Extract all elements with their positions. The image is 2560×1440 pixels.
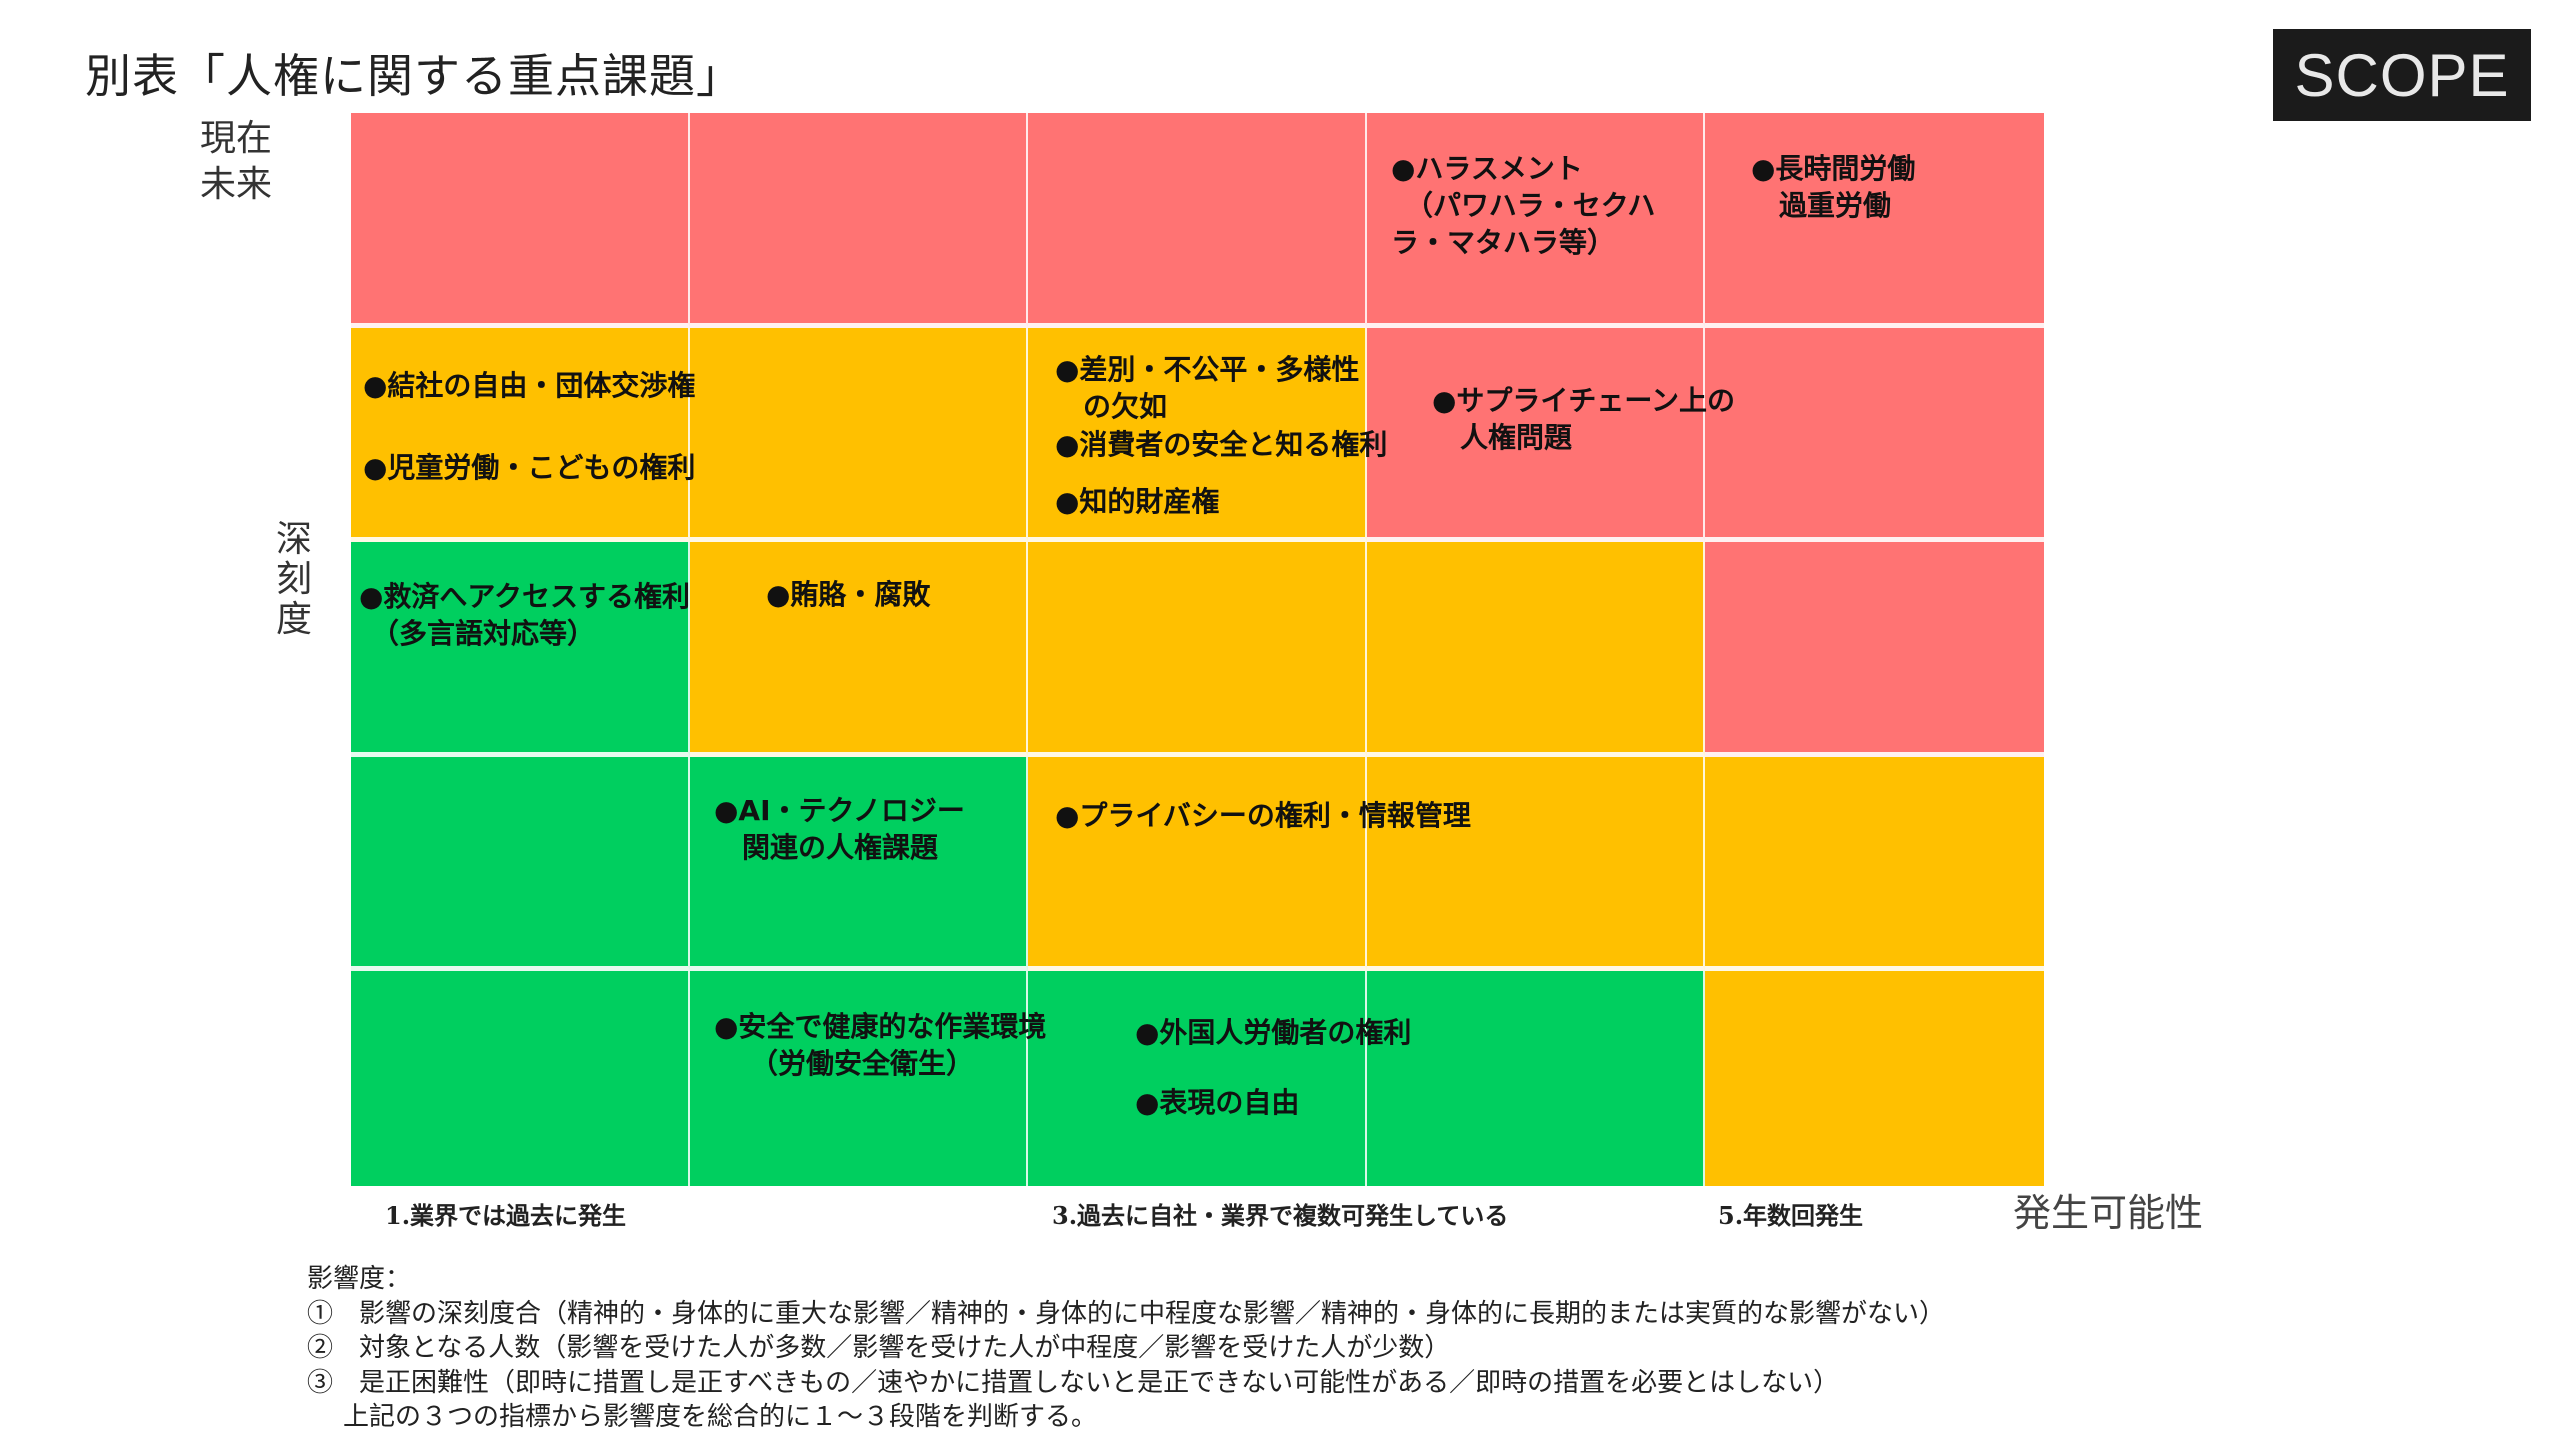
- issue-text-line: ●ハラスメント: [1391, 152, 1583, 185]
- x-tick-label-3: 3.過去に自社・業界で複数可発生している: [1052, 1201, 1509, 1230]
- issue-text-line: ●結社の自由・団体交渉権: [363, 369, 696, 402]
- matrix-cell-yellow: [689, 327, 1029, 543]
- matrix-cell-yellow: [1028, 327, 1367, 543]
- matrix-cell-red: [1366, 327, 1706, 543]
- matrix-cell-yellow: [1366, 756, 1706, 972]
- note-line-1: ① 影響の深刻度合（精神的・身体的に重大な影響／精神的・身体的に中程度な影響／精…: [307, 1298, 1946, 1329]
- matrix-cell-green: [351, 542, 690, 757]
- matrix-cell-green: [351, 756, 690, 972]
- issue-text-line: ●児童労働・こどもの権利: [363, 451, 696, 484]
- x-tick-label-5: 5.年数回発生: [1718, 1201, 1864, 1230]
- issue-privacy: ●プライバシーの権利・情報管理: [1055, 797, 1471, 834]
- issue-ai-technology: ●AI・テクノロジー 関連の人権課題: [714, 792, 965, 866]
- issue-foreign-workers: ●外国人労働者の権利: [1135, 1014, 1411, 1051]
- issue-text-line: ●安全で健康的な作業環境: [714, 1010, 1047, 1043]
- x-axis-title: 発生可能性: [2013, 1191, 2204, 1235]
- matrix-cell-yellow: [1705, 971, 2044, 1186]
- matrix-cell-red: [1705, 327, 2044, 543]
- matrix-cell-red: [1705, 542, 2044, 757]
- matrix-cell-red: [689, 113, 1029, 328]
- issue-text-line: ●プライバシーの権利・情報管理: [1055, 799, 1471, 832]
- note-line-3: ③ 是正困難性（即時に措置し是正すべきもの／速やかに措置しないと是正できない可能…: [307, 1367, 1840, 1398]
- note-line-2: ② 対象となる人数（影響を受けた人が多数／影響を受けた人が中程度／影響を受けた人…: [307, 1333, 1451, 1363]
- matrix-cell-yellow: [1705, 756, 2044, 972]
- issue-text-line: 人権問題: [1460, 421, 1573, 454]
- risk-matrix-grid: [351, 113, 2044, 1186]
- issue-text-line: ●AI・テクノロジー: [714, 794, 965, 827]
- matrix-cell-red: [1028, 113, 1367, 328]
- matrix-cell-green: [1366, 971, 1706, 1186]
- matrix-cell-yellow: [1028, 756, 1367, 972]
- issue-text-line: ●外国人労働者の権利: [1135, 1016, 1412, 1049]
- issue-text-line: ●差別・不公平・多様性: [1055, 353, 1360, 386]
- time-label-current: 現在: [200, 118, 273, 159]
- issue-text-line: ●サプライチェーン上の: [1432, 384, 1736, 417]
- issue-text-line: ●表現の自由: [1135, 1086, 1300, 1119]
- issue-discrimination: ●差別・不公平・多様性の欠如: [1055, 351, 1359, 425]
- issue-bribery-corruption: ●賄賂・腐敗: [766, 576, 930, 613]
- issue-text-line: ●長時間労働: [1751, 152, 1916, 185]
- x-tick-label-1: 1.業界では過去に発生: [385, 1201, 627, 1230]
- matrix-cell-yellow: [351, 327, 690, 543]
- issue-text-line: ●賄賂・腐敗: [766, 578, 931, 611]
- scope-logo: SCOPE: [2273, 29, 2531, 121]
- severity-axis-label: 深刻度: [276, 519, 313, 640]
- issue-supply-chain: ●サプライチェーン上の人権問題: [1432, 382, 1735, 456]
- issue-text-line: の欠如: [1083, 390, 1168, 423]
- issue-freedom-of-association: ●結社の自由・団体交渉権: [363, 367, 695, 404]
- issue-text-line: ●消費者の安全と知る権利: [1055, 428, 1388, 461]
- note-line-summary: 上記の３つの指標から影響度を総合的に１～３段階を判断する。: [343, 1402, 1098, 1432]
- issue-intellectual-property: ●知的財産権: [1055, 483, 1219, 520]
- issue-text-line: ●救済へアクセスする権利: [359, 580, 691, 613]
- time-label-future: 未来: [200, 164, 273, 205]
- matrix-cell-green: [689, 971, 1029, 1186]
- issue-harassment: ●ハラスメント （パワハラ・セクハラ・マタハラ等）: [1391, 150, 1655, 261]
- issue-text-line: （パワハラ・セクハ: [1405, 189, 1656, 222]
- matrix-cell-red: [351, 113, 690, 328]
- matrix-cell-yellow: [1366, 542, 1706, 757]
- matrix-cell-green: [351, 971, 690, 1186]
- matrix-cell-yellow: [689, 542, 1029, 757]
- issue-text-line: ラ・マタハラ等）: [1391, 226, 1616, 259]
- matrix-cell-yellow: [1028, 542, 1367, 757]
- issue-long-working-hours: ●長時間労働 過重労働: [1751, 150, 1915, 224]
- matrix-cell-green: [689, 756, 1029, 972]
- issue-text-line: 過重労働: [1779, 189, 1892, 222]
- issue-consumer-safety: ●消費者の安全と知る権利: [1055, 426, 1387, 463]
- issue-freedom-of-expression: ●表現の自由: [1135, 1084, 1299, 1121]
- matrix-cell-red: [1705, 113, 2044, 328]
- matrix-cell-green: [1028, 971, 1367, 1186]
- page-title: 別表「人権に関する重点課題」: [85, 49, 743, 103]
- time-axis-label: 現在 未来: [200, 116, 272, 208]
- issue-text-line: （労働安全衛生）: [750, 1047, 975, 1080]
- issue-safe-workplace: ●安全で健康的な作業環境 （労働安全衛生）: [714, 1008, 1046, 1082]
- impact-notes: 影響度： ① 影響の深刻度合（精神的・身体的に重大な影響／精神的・身体的に中程度…: [307, 1262, 1945, 1435]
- issue-text-line: 関連の人権課題: [742, 831, 939, 864]
- issue-child-labour: ●児童労働・こどもの権利: [363, 449, 695, 486]
- matrix-cell-red: [1366, 113, 1706, 328]
- issue-access-to-remedy: ●救済へアクセスする権利 （多言語対応等）: [359, 578, 690, 652]
- issue-text-line: （多言語対応等）: [371, 617, 596, 650]
- notes-heading: 影響度：: [307, 1264, 412, 1294]
- issue-text-line: ●知的財産権: [1055, 485, 1220, 518]
